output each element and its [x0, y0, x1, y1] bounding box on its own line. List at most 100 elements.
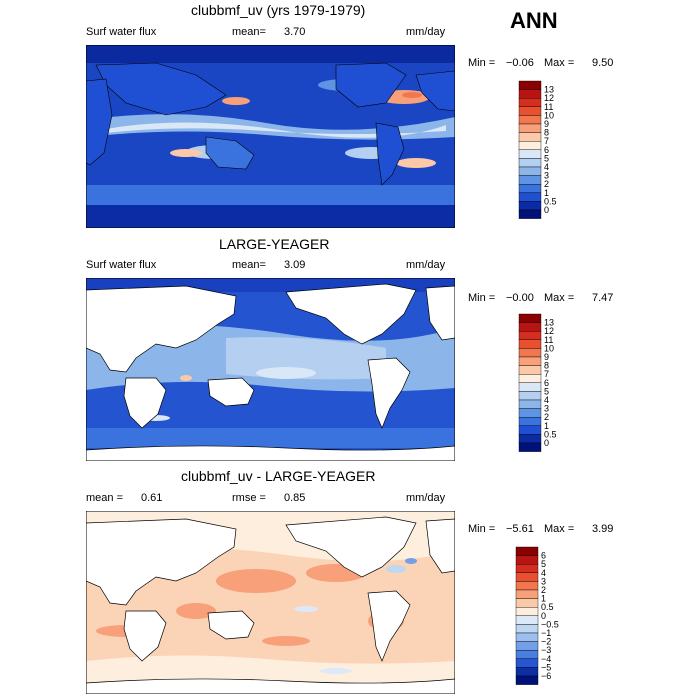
colorbar-tick-label: 0.5 — [541, 602, 554, 612]
panel1-max-label: Max = — [544, 57, 575, 69]
panel3-min-value: −5.61 — [506, 523, 534, 535]
panel2-mean-value: 3.09 — [284, 259, 306, 271]
colorbar-swatch — [518, 399, 542, 409]
panel3-units: mm/day — [406, 492, 446, 504]
colorbar-tick-label: 6 — [544, 145, 549, 155]
colorbar-swatch — [515, 555, 539, 565]
colorbar-swatch — [518, 123, 542, 133]
panel3-rmse-value: 0.85 — [284, 492, 306, 504]
colorbar-swatch — [515, 667, 539, 677]
colorbar-swatch — [518, 442, 542, 452]
panel1-field-label: Surf water flux — [86, 26, 157, 38]
colorbar-tick-label: 2 — [541, 585, 546, 595]
panel1-min-value: −0.06 — [506, 57, 534, 69]
colorbar-tick-label: 12 — [544, 326, 554, 336]
colorbar-swatch — [515, 607, 539, 617]
panel1-mean-label: mean= — [232, 26, 266, 38]
colorbar-swatch — [518, 425, 542, 435]
colorbar-tick-label: 0.5 — [544, 196, 557, 206]
colorbar-tick-label: 13 — [544, 85, 554, 95]
colorbar-swatch — [518, 80, 542, 90]
colorbar-tick-label: 0.5 — [544, 429, 557, 439]
colorbar-tick-label: 2 — [544, 412, 549, 422]
panel1-units: mm/day — [406, 26, 446, 38]
colorbar-tick-label: 1 — [544, 188, 549, 198]
colorbar-swatch — [518, 175, 542, 185]
panel3-rmse-label: rmse = — [232, 492, 266, 504]
panel2-max-label: Max = — [544, 292, 575, 304]
colorbar-swatch — [518, 141, 542, 151]
panel1-map — [86, 45, 455, 228]
colorbar-swatch — [515, 589, 539, 599]
panel2-mean-label: mean= — [232, 259, 266, 271]
colorbar-tick-label: 9 — [544, 352, 549, 362]
colorbar-tick-label: 4 — [544, 162, 549, 172]
colorbar-swatch — [518, 391, 542, 401]
colorbar-swatch — [518, 115, 542, 125]
colorbar-tick-label: −0.5 — [541, 619, 559, 629]
colorbar-swatch — [515, 624, 539, 634]
colorbar-tick-label: −1 — [541, 628, 551, 638]
colorbar-swatch — [518, 201, 542, 211]
panel1-max-value: 9.50 — [592, 57, 614, 69]
panel1-min-label: Min = — [468, 57, 496, 69]
colorbar-swatch — [515, 658, 539, 668]
colorbar-swatch — [515, 564, 539, 574]
colorbar-tick-label: 8 — [544, 361, 549, 371]
colorbar-swatch — [515, 598, 539, 608]
colorbar-tick-label: 7 — [544, 369, 549, 379]
colorbar-tick-label: 8 — [544, 128, 549, 138]
colorbar-swatch — [518, 348, 542, 358]
panel2-title: LARGE-YEAGER — [219, 236, 330, 252]
colorbar-swatch — [518, 166, 542, 176]
colorbar-swatch — [518, 331, 542, 341]
panel2-field-label: Surf water flux — [86, 259, 157, 271]
colorbar-tick-label: 5 — [544, 386, 549, 396]
colorbar-tick-label: 5 — [544, 153, 549, 163]
colorbar-swatch — [518, 313, 542, 323]
colorbar-swatch — [515, 675, 539, 685]
colorbar-swatch — [518, 209, 542, 219]
colorbar-swatch — [518, 183, 542, 193]
colorbar-tick-label: 12 — [544, 93, 554, 103]
colorbar-tick-label: 5 — [541, 559, 546, 569]
panel2-map — [86, 278, 455, 461]
colorbar-swatch — [518, 365, 542, 375]
panel3-title: clubbmf_uv - LARGE-YEAGER — [181, 468, 376, 484]
colorbar-tick-label: 9 — [544, 119, 549, 129]
colorbar-swatch — [515, 615, 539, 625]
colorbar-tick-label: 4 — [544, 395, 549, 405]
colorbar-tick-label: 0 — [541, 611, 546, 621]
colorbar-tick-label: 13 — [544, 318, 554, 328]
colorbar-swatch — [515, 572, 539, 582]
colorbar-swatch — [518, 408, 542, 418]
panel1-mean-value: 3.70 — [284, 26, 306, 38]
colorbar-tick-label: 0 — [544, 438, 549, 448]
panel2-units: mm/day — [406, 259, 446, 271]
colorbar-swatch — [518, 434, 542, 444]
colorbar-swatch — [518, 322, 542, 332]
colorbar-swatch — [518, 382, 542, 392]
panel2-max-value: 7.47 — [592, 292, 614, 304]
colorbar-swatch — [515, 641, 539, 651]
colorbar-tick-label: 3 — [544, 171, 549, 181]
colorbar-tick-label: −3 — [541, 645, 551, 655]
colorbar-tick-label: 0 — [544, 205, 549, 215]
colorbar-swatch — [515, 581, 539, 591]
colorbar-tick-label: 3 — [544, 404, 549, 414]
panel2-min-label: Min = — [468, 292, 496, 304]
colorbar-swatch — [515, 632, 539, 642]
panel3-mean-label: mean = — [86, 492, 123, 504]
colorbar-tick-label: −5 — [541, 662, 551, 672]
colorbar-tick-label: 6 — [544, 378, 549, 388]
colorbar-swatch — [518, 89, 542, 99]
colorbar-swatch — [518, 192, 542, 202]
season-label: ANN — [510, 8, 558, 33]
colorbar-swatch — [518, 158, 542, 168]
colorbar-tick-label: −2 — [541, 637, 551, 647]
panel3-max-label: Max = — [544, 523, 575, 535]
colorbar-swatch — [518, 356, 542, 366]
colorbar-tick-label: 11 — [544, 102, 553, 112]
